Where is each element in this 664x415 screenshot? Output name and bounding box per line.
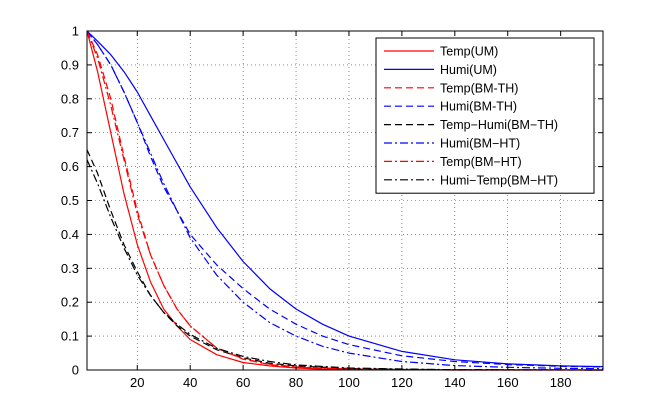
- legend-label: Temp(UM): [440, 45, 498, 59]
- legend-label: Humi(BM−HT): [440, 137, 520, 151]
- x-tick-label: 120: [391, 375, 413, 390]
- series-line-7: [86, 30, 604, 371]
- x-tick-label: 20: [130, 375, 144, 390]
- legend: Temp(UM) Humi(UM) Temp(BM-TH) Humi(BM-TH) Te…: [375, 37, 595, 194]
- y-tick-label: 0.1: [61, 329, 79, 344]
- series-layer: [86, 30, 604, 371]
- legend-label: Temp−Humi(BM−TH): [440, 118, 558, 132]
- legend-label: Humi(UM): [440, 63, 497, 77]
- y-tick-label: 0.4: [61, 227, 79, 242]
- x-tick-label: 180: [550, 375, 572, 390]
- x-tick-label: 140: [444, 375, 466, 390]
- y-tick-label: 0.6: [61, 159, 79, 174]
- x-tick-label: 160: [497, 375, 519, 390]
- legend-label: Temp(BM-TH): [440, 81, 518, 95]
- x-tick-label: 40: [183, 375, 197, 390]
- legend-label: Temp(BM−HT): [440, 155, 522, 169]
- legend-box: [375, 37, 595, 194]
- y-tick-label: 0.2: [61, 295, 79, 310]
- y-tick-label: 0.9: [61, 57, 79, 72]
- legend-label: Humi(BM-TH): [440, 100, 517, 114]
- axis-ticks: 20 40 60 80 100 120 140 160 180 0 0.1 0.2 0.3 0.4 0.5 0…: [61, 24, 603, 390]
- y-tick-label: 0.5: [61, 193, 79, 208]
- y-tick-label: 1: [72, 24, 79, 39]
- y-tick-label: 0.8: [61, 91, 79, 106]
- y-tick-label: 0: [72, 363, 79, 378]
- series-line-2: [86, 30, 604, 368]
- x-tick-label: 60: [236, 375, 250, 390]
- y-tick-label: 0.3: [61, 261, 79, 276]
- series-line-8: [86, 159, 604, 371]
- x-tick-label: 80: [289, 375, 303, 390]
- legend-label: Humi−Temp(BM−HT): [440, 173, 558, 187]
- y-tick-label: 0.7: [61, 125, 79, 140]
- x-tick-label: 100: [338, 375, 360, 390]
